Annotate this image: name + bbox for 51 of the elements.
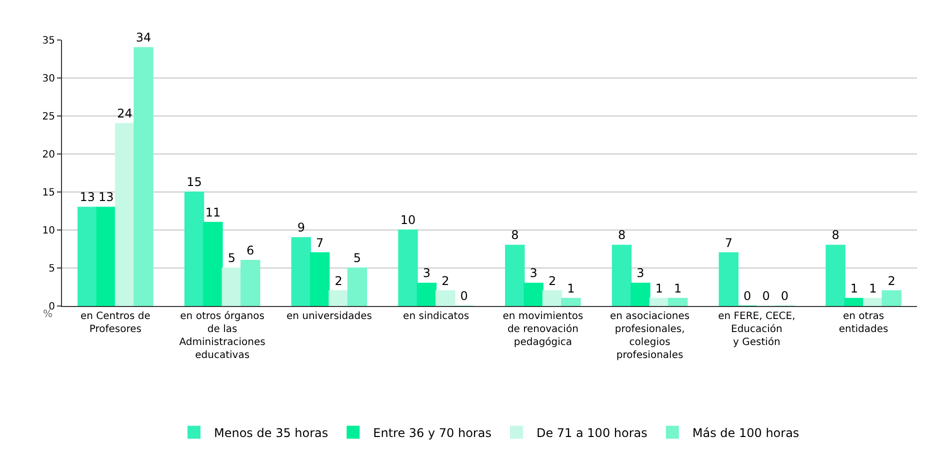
data-label: 6 xyxy=(246,243,254,258)
data-label: 7 xyxy=(724,236,732,250)
data-label: 0 xyxy=(762,289,770,303)
data-label: 1 xyxy=(674,281,682,296)
data-label: 13 xyxy=(80,190,96,204)
data-label: 15 xyxy=(186,175,202,189)
data-label: 5 xyxy=(228,251,236,265)
data-label: 2 xyxy=(442,274,450,288)
data-label: 1 xyxy=(850,281,858,296)
data-label: 3 xyxy=(530,266,538,280)
data-label: 2 xyxy=(548,274,556,288)
x-tick-label: en otros órganos de las Administraciones educativas xyxy=(179,311,266,361)
y-tick-label: 30 xyxy=(42,74,55,84)
data-label: 5 xyxy=(353,251,362,265)
legend-label: De 71 a 100 horas xyxy=(536,426,648,440)
x-tick-label: en sindicatos xyxy=(403,311,470,322)
data-label: 3 xyxy=(636,266,644,280)
x-tick-label: en asociaciones profesionales, colegios profesionales xyxy=(610,311,690,361)
y-tick-label: 25 xyxy=(42,112,55,122)
data-label: 10 xyxy=(400,213,416,227)
x-tick-label: en movimientos de renovación pedagógica xyxy=(502,311,584,348)
data-label: 13 xyxy=(98,190,114,204)
data-label: 0 xyxy=(780,289,789,303)
data-label: 3 xyxy=(422,266,431,280)
data-label: 34 xyxy=(136,30,152,45)
x-tick-label: en universidades xyxy=(286,311,372,322)
x-tick-label: en Centros de Profesores xyxy=(80,311,150,335)
data-label: 0 xyxy=(744,289,752,303)
data-label: 1 xyxy=(655,281,663,296)
y-tick-label: 5 xyxy=(48,264,55,274)
data-label: 2 xyxy=(334,274,342,288)
data-label: 7 xyxy=(316,236,324,250)
data-label: 9 xyxy=(297,220,305,235)
data-label: 1 xyxy=(869,281,877,296)
data-label: 0 xyxy=(460,289,468,303)
data-label: 24 xyxy=(117,106,132,121)
legend-label: Menos de 35 horas xyxy=(214,426,328,440)
y-tick-label: 35 xyxy=(42,36,55,46)
data-label: 8 xyxy=(511,228,519,242)
x-tick-label: en otras entidades xyxy=(838,311,888,335)
y-tick-label: 20 xyxy=(42,150,55,160)
x-tick-label: en FERE, CECE, Educación y Gestión xyxy=(718,311,796,348)
data-label: 1 xyxy=(567,281,575,296)
data-label: 2 xyxy=(888,274,896,288)
y-tick-label: 15 xyxy=(42,188,55,198)
data-label: 8 xyxy=(618,228,626,242)
legend-label: Más de 100 horas xyxy=(692,426,800,440)
data-label: 11 xyxy=(205,205,221,220)
y-tick-label: 10 xyxy=(42,226,55,236)
data-label: 8 xyxy=(832,228,840,242)
legend-label: Entre 36 y 70 horas xyxy=(373,426,492,440)
